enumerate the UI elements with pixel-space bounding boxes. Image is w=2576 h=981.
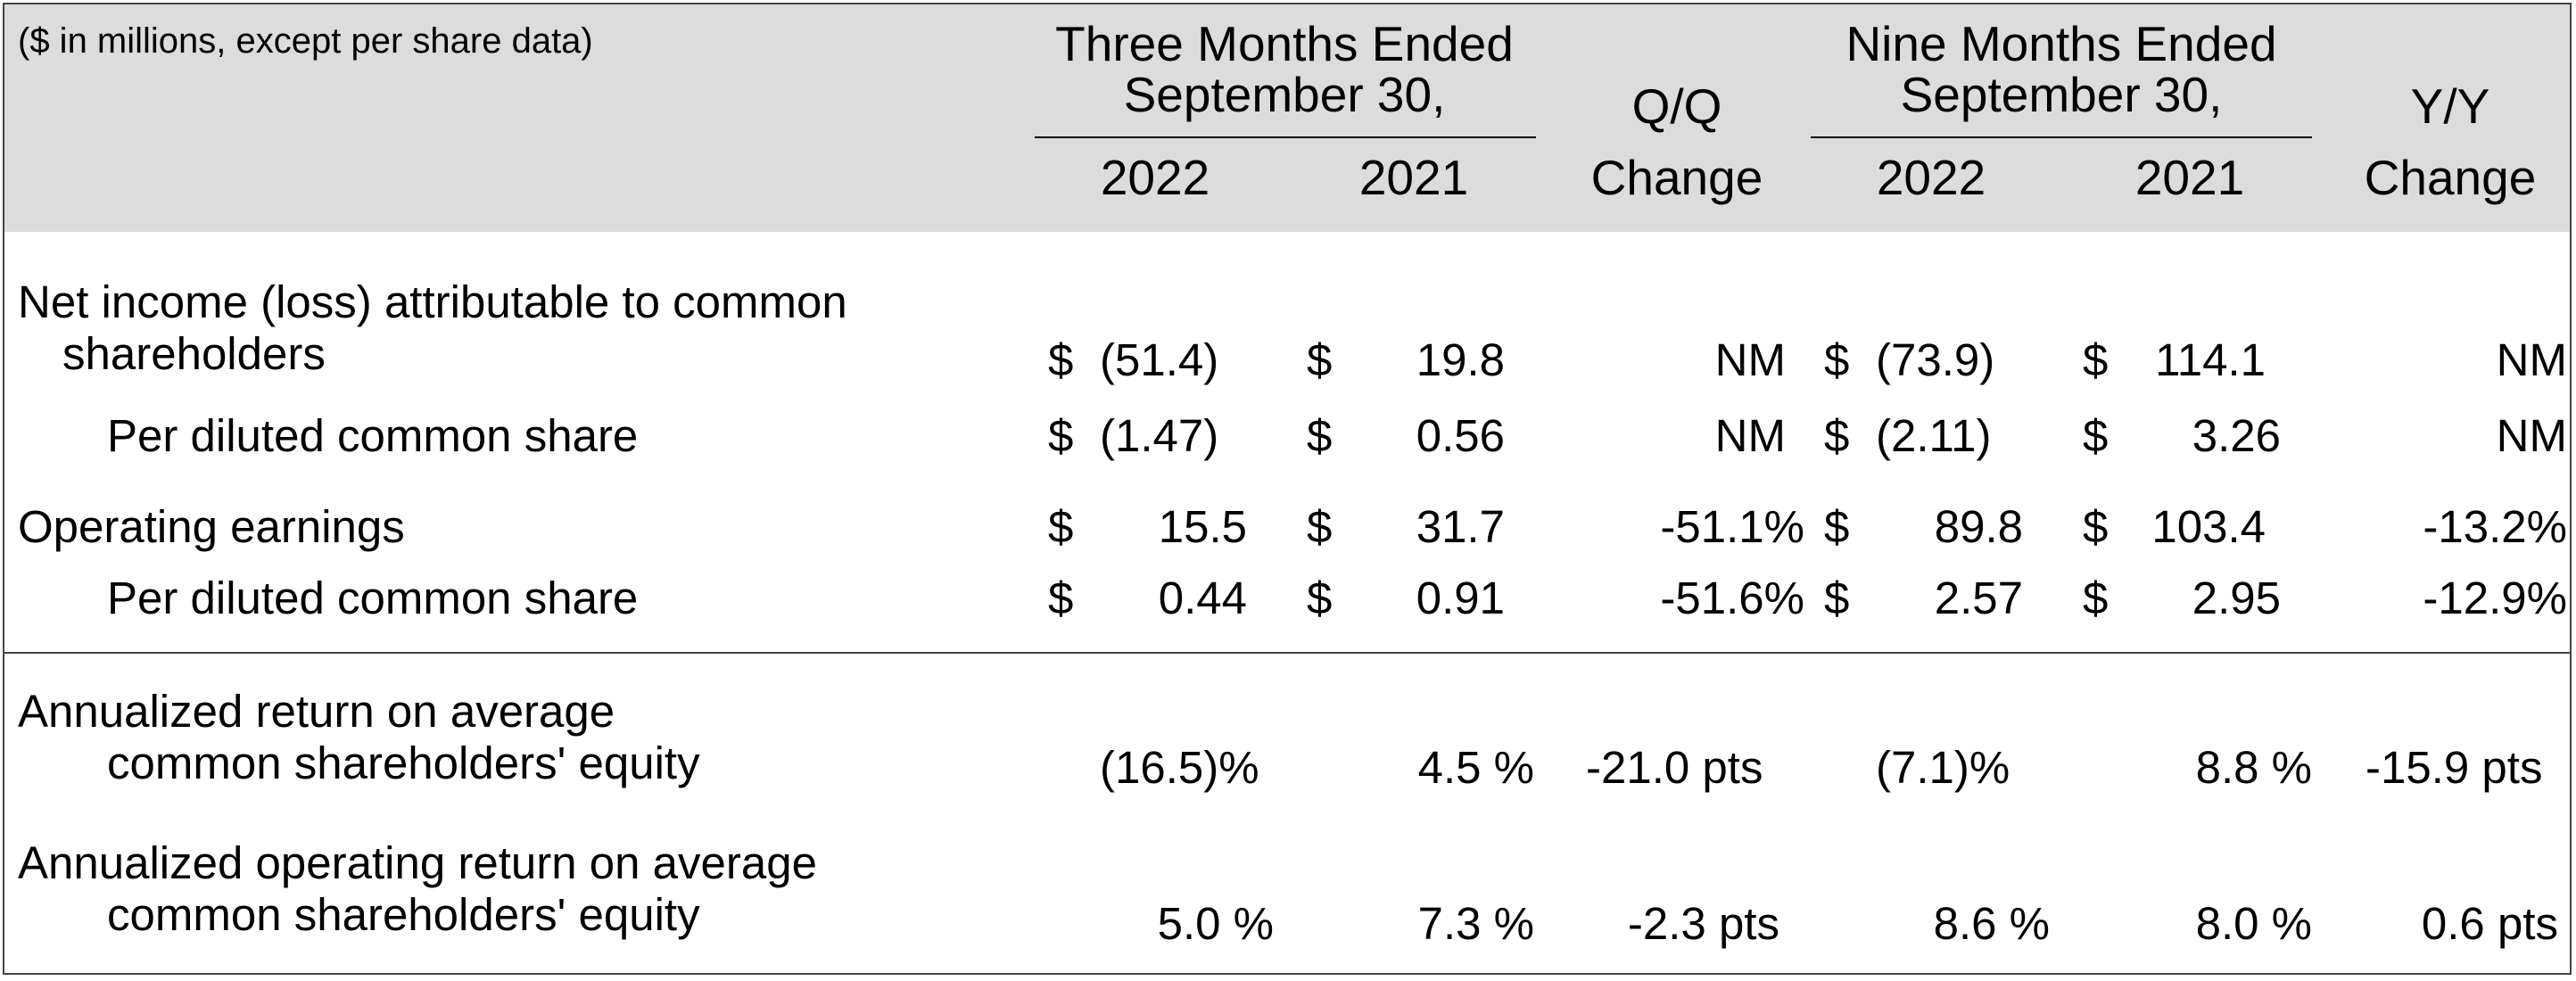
- row-net-income-ytd-2022: (73.9): [1876, 334, 1995, 385]
- row-operating-per-share-yy-change: -12.9%: [2423, 573, 2567, 623]
- header-three-months-line1: Three Months Ended: [1055, 16, 1514, 71]
- row-roe-label-line1: Annualized return on average: [18, 686, 615, 737]
- row-net-income-yy-change: NM: [2496, 334, 2567, 385]
- row-roe-ytd-2022: (7.1)%: [1876, 742, 2010, 793]
- currency-symbol: $: [1307, 334, 1333, 385]
- row-operating-per-share-ytd-2022: 2.57: [1934, 573, 2023, 623]
- row-op-roe-ytd-2022: 8.6 %: [1933, 898, 2050, 949]
- row-operating-per-share-label: Per diluted common share: [107, 573, 639, 623]
- header-three-months-underline: [1035, 136, 1536, 138]
- currency-symbol: $: [1824, 334, 1850, 385]
- currency-symbol: $: [1048, 501, 1074, 552]
- table-frame: [3, 3, 2572, 975]
- row-op-roe-q3-2021: 7.3 %: [1417, 898, 1534, 949]
- row-net-income-qq-change: NM: [1714, 334, 1786, 385]
- row-net-income-label-line1: Net income (loss) attributable to common: [18, 276, 847, 327]
- currency-symbol: $: [1048, 334, 1074, 385]
- currency-symbol: $: [1824, 573, 1850, 623]
- row-roe-q3-2021: 4.5 %: [1417, 742, 1534, 793]
- row-net-income-per-share-ytd-2021: 3.26: [2192, 410, 2281, 461]
- header-three-months-line2: September 30,: [1123, 67, 1446, 122]
- row-operating-earnings-q3-2021: 31.7: [1416, 501, 1505, 552]
- currency-symbol: $: [1048, 573, 1074, 623]
- row-op-roe-ytd-2021: 8.0 %: [2195, 898, 2312, 949]
- row-operating-earnings-yy-change: -13.2%: [2423, 501, 2567, 552]
- currency-symbol: $: [2083, 501, 2109, 552]
- currency-symbol: $: [1307, 573, 1333, 623]
- currency-symbol: $: [1824, 410, 1850, 461]
- row-roe-qq-change: -21.0 pts: [1586, 742, 1763, 793]
- currency-symbol: $: [1824, 501, 1850, 552]
- row-operating-earnings-q3-2022: 15.5: [1158, 501, 1247, 552]
- row-roe-label-line2: common shareholders' equity: [107, 738, 700, 788]
- header-nine-months-underline: [1811, 136, 2312, 138]
- currency-symbol: $: [2083, 334, 2109, 385]
- row-roe-yy-change: -15.9 pts: [2365, 742, 2543, 793]
- row-roe-q3-2022: (16.5)%: [1100, 742, 1259, 793]
- section-separator: [4, 652, 2570, 654]
- currency-symbol: $: [2083, 410, 2109, 461]
- currency-symbol: $: [1307, 410, 1333, 461]
- row-op-roe-label-line1: Annualized operating return on average: [18, 837, 817, 888]
- row-net-income-per-share-q3-2022: (1.47): [1100, 410, 1219, 461]
- header-yy-line1: Y/Y: [2410, 78, 2490, 134]
- row-net-income-q3-2022: (51.4): [1100, 334, 1219, 385]
- row-op-roe-qq-change: -2.3 pts: [1627, 898, 1779, 949]
- row-operating-earnings-ytd-2022: 89.8: [1934, 501, 2023, 552]
- row-operating-earnings-qq-change: -51.1%: [1660, 501, 1804, 552]
- currency-symbol: $: [2083, 573, 2109, 623]
- row-operating-per-share-q3-2022: 0.44: [1158, 573, 1247, 623]
- header-qq-line1: Q/Q: [1631, 78, 1722, 134]
- row-operating-earnings-label: Operating earnings: [18, 501, 405, 552]
- row-net-income-per-share-yy-change: NM: [2496, 410, 2567, 461]
- row-operating-per-share-ytd-2021: 2.95: [2192, 573, 2281, 623]
- header-year-ytd-2022: 2022: [1876, 150, 1986, 205]
- header-year-q-2021: 2021: [1358, 150, 1469, 205]
- row-net-income-q3-2021: 19.8: [1416, 334, 1505, 385]
- row-op-roe-yy-change: 0.6 pts: [2421, 898, 2558, 949]
- row-net-income-per-share-ytd-2022: (2.11): [1876, 410, 1992, 461]
- table-header-background: [4, 4, 2570, 232]
- row-op-roe-label-line2: common shareholders' equity: [107, 889, 700, 940]
- row-op-roe-q3-2022: 5.0 %: [1157, 898, 1274, 949]
- currency-symbol: $: [1048, 410, 1074, 461]
- currency-symbol: $: [1307, 501, 1333, 552]
- row-net-income-ytd-2021: 114.1: [2155, 334, 2266, 385]
- header-nine-months-line2: September 30,: [1900, 67, 2223, 122]
- row-net-income-label-line2: shareholders: [62, 328, 326, 379]
- header-qq-line2: Change: [1590, 150, 1763, 205]
- unit-note: ($ in millions, except per share data): [18, 21, 593, 61]
- row-net-income-per-share-qq-change: NM: [1714, 410, 1786, 461]
- row-operating-per-share-qq-change: -51.6%: [1660, 573, 1804, 623]
- header-yy-line2: Change: [2364, 150, 2537, 205]
- row-operating-earnings-ytd-2021: 103.4: [2151, 501, 2266, 552]
- header-nine-months-line1: Nine Months Ended: [1845, 16, 2277, 71]
- row-operating-per-share-q3-2021: 0.91: [1416, 573, 1505, 623]
- row-net-income-per-share-q3-2021: 0.56: [1416, 410, 1505, 461]
- header-year-ytd-2021: 2021: [2134, 150, 2245, 205]
- header-year-q-2022: 2022: [1100, 150, 1210, 205]
- row-roe-ytd-2021: 8.8 %: [2195, 742, 2312, 793]
- row-net-income-per-share-label: Per diluted common share: [107, 410, 639, 461]
